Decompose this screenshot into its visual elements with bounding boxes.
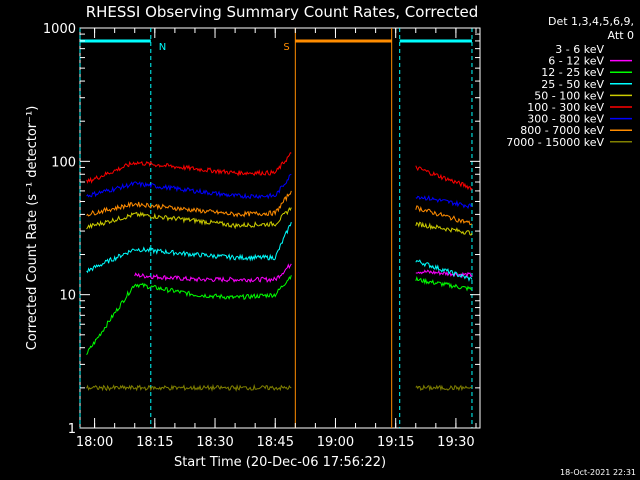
series-group	[86, 152, 473, 392]
x-tick-label: 19:00	[317, 435, 354, 450]
legend-label: 25 - 50 keV	[541, 78, 604, 91]
series-line-1	[134, 263, 292, 284]
x-tick-label: 18:45	[257, 435, 294, 450]
legend-label: 12 - 25 keV	[541, 66, 604, 79]
series-line-8	[415, 384, 473, 392]
y-tick-label: 100	[51, 155, 76, 170]
legend-label: 3 - 6 keV	[555, 43, 604, 56]
series-line-4	[86, 207, 292, 230]
series-line-8	[86, 383, 292, 392]
y-tick-label: 10	[59, 289, 76, 304]
legend-label: 300 - 800 keV	[527, 113, 604, 126]
series-line-7	[86, 190, 292, 218]
series-line-4	[415, 221, 473, 236]
chart-title: RHESSI Observing Summary Count Rates, Co…	[86, 3, 479, 21]
series-line-6	[415, 194, 473, 210]
y-tick-label: 1000	[43, 22, 76, 37]
series-line-6	[86, 173, 292, 200]
series-line-5	[415, 165, 473, 192]
x-axis-label: Start Time (20-Dec-06 17:56:22)	[174, 455, 386, 470]
legend-label: 50 - 100 keV	[534, 89, 604, 102]
series-line-0	[415, 332, 473, 344]
series-line-3	[415, 259, 473, 282]
x-tick-label: 19:30	[437, 435, 474, 450]
flag-label-S: S	[283, 42, 289, 53]
flag-label-N: N	[159, 42, 166, 53]
series-line-2	[86, 275, 292, 356]
axis-ticks: 1 10 100 1000 18:00 18:15 18:30 18:45 19:00 19:15…	[43, 22, 480, 450]
legend-label: 800 - 7000 keV	[520, 124, 604, 137]
series-line-0	[134, 323, 292, 359]
series-line-2	[415, 275, 473, 292]
legend-title-line2: Att 0	[608, 29, 634, 42]
y-axis-label: Corrected Count Rate (s⁻¹ detector⁻¹)	[25, 106, 40, 351]
legend-title: Det 1,3,4,5,6,9,	[548, 15, 634, 28]
legend-label: 100 - 300 keV	[527, 101, 604, 114]
x-tick-label: 18:15	[136, 435, 173, 450]
generated-timestamp: 18-Oct-2021 22:31	[560, 468, 636, 477]
legend-label: 6 - 12 keV	[548, 55, 604, 68]
legend-label: 7000 - 15000 keV	[506, 136, 604, 149]
y-tick-label: 1	[68, 422, 76, 437]
plot-frame	[79, 27, 481, 429]
x-tick-label: 18:00	[76, 435, 113, 450]
x-tick-label: 19:15	[377, 435, 414, 450]
series-line-7	[415, 205, 473, 226]
series-line-3	[86, 221, 292, 274]
x-tick-label: 18:30	[196, 435, 233, 450]
series-line-5	[86, 152, 292, 184]
